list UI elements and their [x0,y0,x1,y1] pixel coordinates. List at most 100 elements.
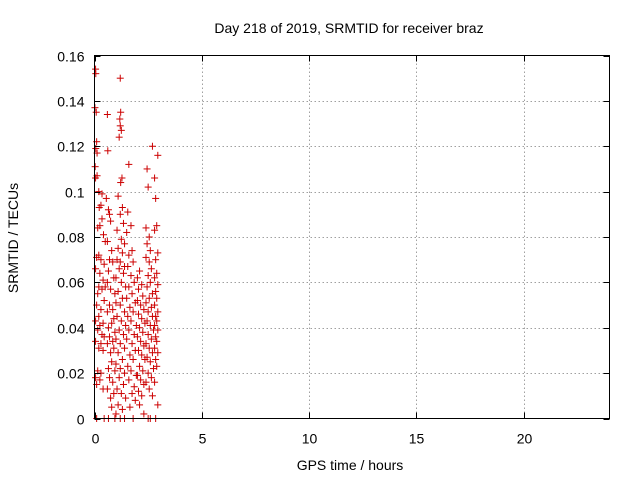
data-point [116,340,124,348]
data-point [117,278,125,286]
data-point [96,376,104,384]
data-point [142,340,150,348]
data-point [106,301,114,309]
data-point [115,326,123,334]
data-point [104,365,112,373]
data-point [110,390,118,398]
data-point [92,374,100,382]
data-point [114,192,122,200]
data-point [142,299,150,307]
data-point [119,269,127,277]
data-point [144,369,152,377]
data-point [129,258,137,266]
data-point [130,278,138,286]
data-point [104,147,112,155]
data-point [144,183,152,191]
data-point [99,276,107,284]
data-point [153,222,161,230]
data-point [124,262,132,270]
data-point [125,283,133,291]
data-point [143,240,151,248]
data-point [115,374,123,382]
data-point [134,310,142,318]
data-point [121,369,129,377]
y-tick-label: 0.12 [57,139,84,155]
data-point [124,312,132,320]
data-point [153,294,161,302]
data-point [107,217,115,225]
data-point [130,383,138,391]
data-point [143,165,151,173]
data-point [97,256,105,264]
data-point [100,297,108,305]
data-point [117,126,125,134]
data-point [106,374,114,382]
x-tick-label: 0 [92,431,100,447]
data-point [97,306,105,314]
data-point [126,403,134,411]
data-point [92,317,100,325]
data-point [112,299,120,307]
data-point [103,385,111,393]
data-point [100,231,108,239]
data-point [137,337,145,345]
data-point [108,247,116,255]
data-point [110,344,118,352]
data-point [118,204,126,212]
data-point [138,351,146,359]
data-point [117,235,125,243]
data-point [133,274,141,282]
data-point [118,356,126,364]
data-point [136,267,144,275]
data-point [91,163,99,171]
data-point [136,362,144,370]
data-point [121,240,129,248]
data-point [134,285,142,293]
data-point [92,108,100,116]
data-point [154,281,162,289]
data-point [134,346,142,354]
data-point [116,258,124,266]
data-point [100,260,108,268]
data-point [113,226,121,234]
data-point [152,312,160,320]
data-point [151,226,159,234]
data-point [118,249,126,257]
data-point [131,396,139,404]
data-point [147,374,155,382]
data-point [108,319,116,327]
data-point [116,365,124,373]
axes: 0 5 10 15 20 0 0.02 0.04 0.06 0.08 0.1 0.12 0.14 0.16 [57,49,610,447]
data-point [107,394,115,402]
data-point [148,142,156,150]
data-point [106,210,114,218]
data-point [133,333,141,341]
data-point [95,312,103,320]
data-point [139,292,147,300]
data-point [107,285,115,293]
data-point [108,403,116,411]
data-point [127,222,135,230]
data-point [144,308,152,316]
data-point [121,344,129,352]
data-point [128,247,136,255]
data-point [151,301,159,309]
data-point [146,358,154,366]
data-point [143,283,151,291]
data-point [114,401,122,409]
data-point [113,385,121,393]
data-point [95,204,103,212]
data-point [144,331,152,339]
data-point [96,269,104,277]
data-point [151,274,159,282]
data-point [143,353,151,361]
y-tick-label: 0.1 [65,185,85,201]
data-point [117,317,125,325]
data-point [115,265,123,273]
data-point [112,410,120,418]
data-point [119,331,127,339]
data-point [152,287,160,295]
data-point [116,301,124,309]
data-point [129,356,137,364]
